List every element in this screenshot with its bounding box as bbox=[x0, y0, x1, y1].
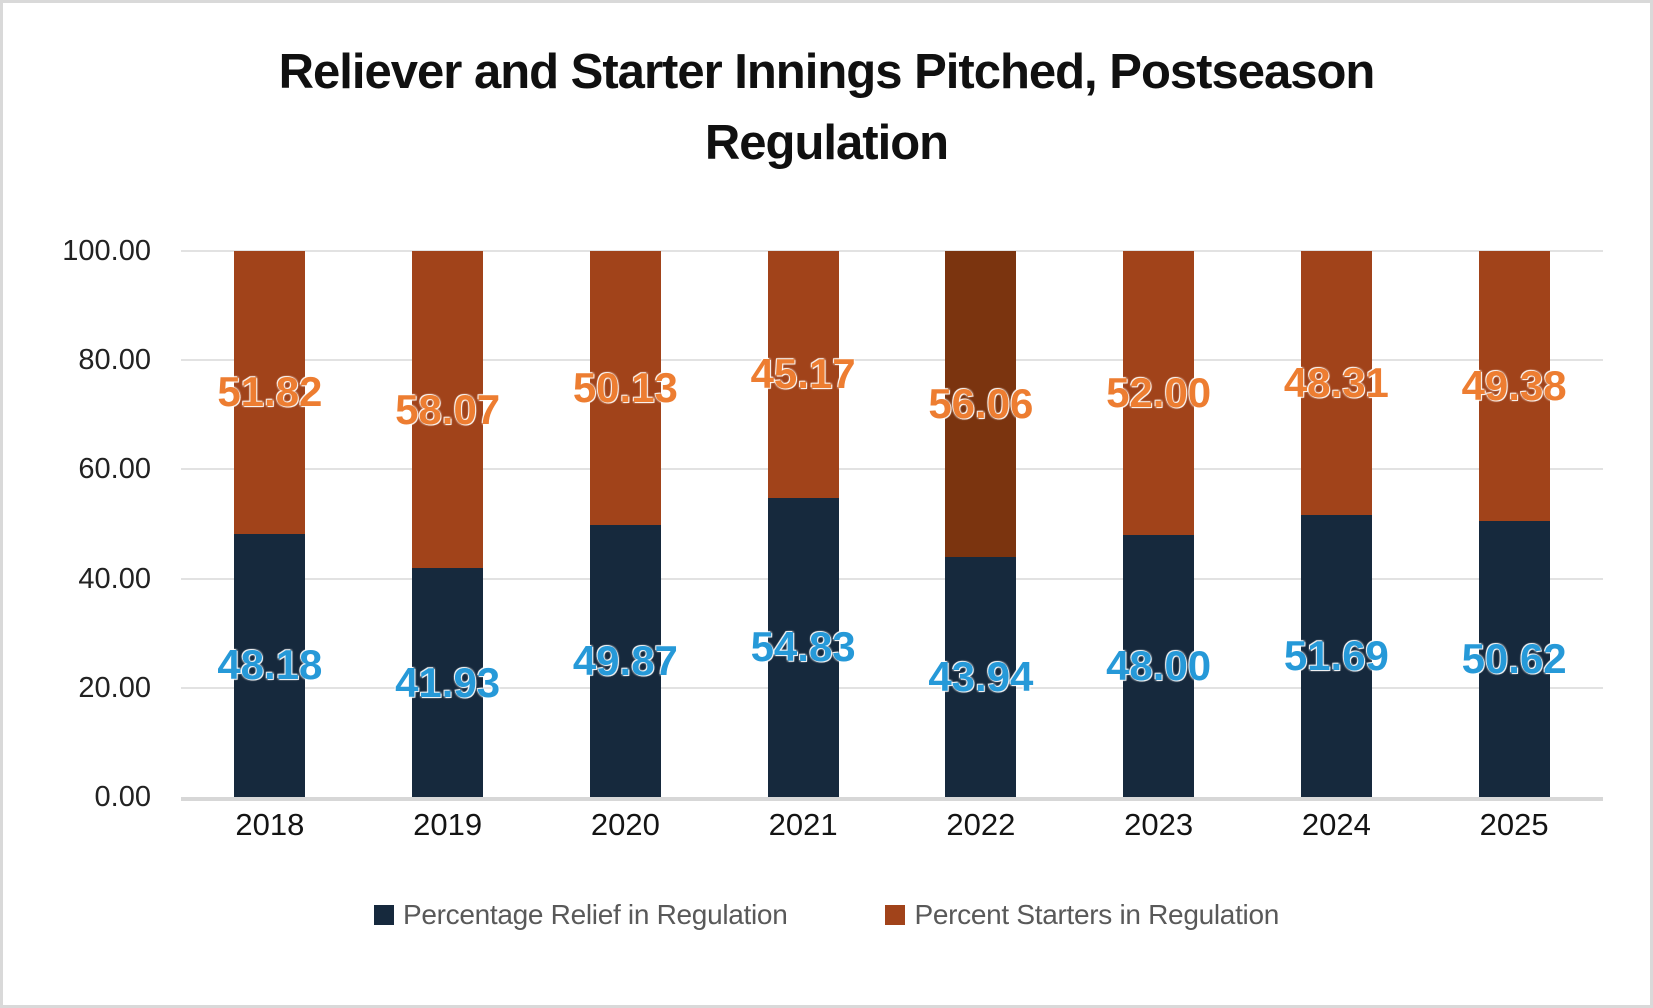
value-label-2025-starters: 49.38 bbox=[1461, 361, 1567, 409]
bar-segment-2023-relief bbox=[1123, 534, 1195, 797]
gridline bbox=[181, 250, 1603, 252]
y-axis-tick-label: 100.00 bbox=[62, 235, 151, 267]
value-label-2019-starters: 58.07 bbox=[395, 385, 501, 433]
plot-area: 100.00 80.00 60.00 40.00 20.00 0.00 48.18 51.82… bbox=[3, 3, 1650, 1005]
value-label-2018-relief: 48.18 bbox=[217, 641, 323, 689]
bar-segment-2024-relief bbox=[1300, 514, 1372, 797]
x-axis-label-2018: 2018 bbox=[235, 807, 305, 842]
bar-segment-2023-starters bbox=[1123, 251, 1195, 535]
value-label-2020-relief: 49.87 bbox=[572, 636, 678, 684]
y-axis-tick-label: 60.00 bbox=[78, 453, 151, 486]
x-axis-label-2022: 2022 bbox=[946, 807, 1016, 842]
value-label-2023-starters: 52.00 bbox=[1106, 368, 1212, 416]
x-axis-label-2023: 2023 bbox=[1124, 807, 1194, 842]
x-axis-label-2025: 2025 bbox=[1479, 807, 1549, 842]
y-axis-tick-label: 20.00 bbox=[78, 671, 151, 704]
x-axis-label-2020: 2020 bbox=[590, 807, 660, 842]
value-label-2024-starters: 48.31 bbox=[1283, 358, 1389, 406]
value-label-2018-starters: 51.82 bbox=[217, 368, 323, 416]
gridline bbox=[181, 686, 1603, 689]
legend-label-relief: Percentage Relief in Regulation bbox=[402, 899, 788, 930]
y-axis-tick-label: 40.00 bbox=[78, 562, 151, 595]
legend-item-starters: Percent Starters in Regulation bbox=[885, 899, 1279, 931]
bar-segment-2025-starters bbox=[1478, 251, 1550, 521]
value-label-2025-relief: 50.62 bbox=[1461, 634, 1567, 682]
value-label-2022-relief: 43.94 bbox=[928, 653, 1034, 701]
value-label-2023-relief: 48.00 bbox=[1106, 641, 1212, 689]
x-axis-baseline bbox=[181, 797, 1603, 801]
bar-segment-2019-relief bbox=[412, 568, 484, 797]
bar-segment-2020-relief bbox=[589, 524, 661, 797]
legend-swatch-relief bbox=[373, 905, 394, 925]
bar-segment-2019-starters bbox=[412, 251, 484, 569]
legend-item-relief: Percentage Relief in Regulation bbox=[373, 899, 788, 931]
value-label-2024-relief: 51.69 bbox=[1283, 631, 1389, 679]
bar-segment-2025-relief bbox=[1478, 520, 1550, 797]
bar-segment-2021-relief bbox=[767, 497, 839, 797]
value-label-2022-starters: 56.06 bbox=[928, 380, 1034, 428]
bar-segment-2022-relief bbox=[945, 557, 1017, 797]
gridline bbox=[181, 468, 1603, 471]
legend-label-starters: Percent Starters in Regulation bbox=[914, 899, 1280, 930]
value-label-2019-relief: 41.93 bbox=[395, 658, 501, 706]
chart-title: Reliever and Starter Innings Pitched, Po… bbox=[278, 45, 1376, 170]
x-axis-label-2019: 2019 bbox=[413, 807, 483, 842]
gridline bbox=[181, 359, 1603, 362]
value-label-2021-relief: 54.83 bbox=[750, 623, 856, 671]
bar-segment-2024-starters bbox=[1300, 251, 1372, 515]
bar-segment-2021-starters bbox=[767, 251, 839, 498]
bar-segment-2018-starters bbox=[234, 251, 306, 534]
bar-segment-2022-starters bbox=[945, 251, 1017, 558]
gridline bbox=[181, 577, 1603, 580]
value-label-2020-starters: 50.13 bbox=[572, 363, 678, 411]
value-label-2021-starters: 45.17 bbox=[750, 350, 856, 398]
bar-segment-2018-relief bbox=[234, 533, 306, 797]
legend-swatch-starters bbox=[885, 905, 906, 925]
y-axis-tick-label: 0.00 bbox=[94, 781, 151, 813]
y-axis-tick-label: 80.00 bbox=[78, 344, 151, 377]
x-axis-label-2024: 2024 bbox=[1301, 807, 1371, 842]
bar-segment-2020-starters bbox=[589, 251, 661, 525]
x-axis-label-2021: 2021 bbox=[768, 807, 838, 842]
legend: Percentage Relief in Regulation Percent S… bbox=[3, 899, 1650, 931]
